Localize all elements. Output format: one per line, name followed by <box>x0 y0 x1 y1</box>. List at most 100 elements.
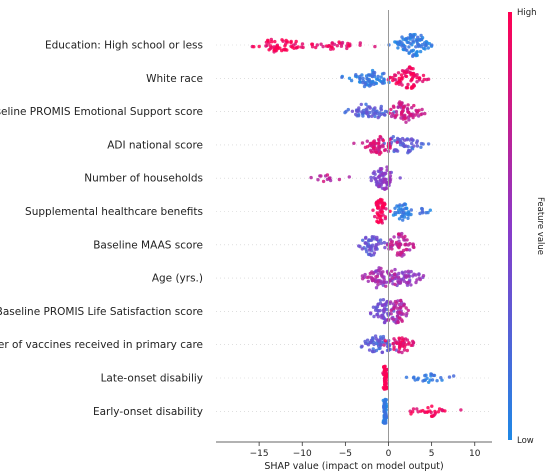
shap-point <box>381 270 385 274</box>
shap-point <box>364 102 368 107</box>
shap-point <box>394 301 399 305</box>
shap-point <box>411 339 415 343</box>
shap-point <box>365 110 369 114</box>
shap-point <box>414 273 418 277</box>
shap-point <box>374 150 379 154</box>
shap-point <box>361 277 365 281</box>
shap-point <box>380 350 384 355</box>
x-tick-label: 0 <box>386 449 392 459</box>
shap-point <box>411 376 416 380</box>
shap-point <box>401 271 405 276</box>
shap-point <box>365 145 370 149</box>
x-tick-label: −5 <box>339 449 352 459</box>
shap-point <box>377 339 381 343</box>
shap-point <box>383 245 387 250</box>
shap-point <box>407 118 411 122</box>
shap-point <box>396 251 400 255</box>
shap-point <box>365 139 369 143</box>
points-layer <box>250 32 463 425</box>
shap-point <box>370 235 374 239</box>
shap-point <box>394 148 398 153</box>
features-layer: Education: High school or less White race… <box>0 40 492 418</box>
shap-point <box>400 44 404 48</box>
shap-point <box>409 283 413 287</box>
shap-point <box>406 216 410 220</box>
shap-point <box>388 209 392 213</box>
shap-point <box>436 410 441 414</box>
shap-point <box>406 308 410 313</box>
shap-point <box>361 76 365 81</box>
shap-point <box>408 248 412 252</box>
shap-point <box>376 302 380 307</box>
shap-point <box>357 106 361 110</box>
x-ticks: −15 −10 −5 0 5 10 <box>250 442 481 459</box>
shap-point <box>358 77 362 81</box>
shap-point <box>397 271 401 276</box>
shap-point <box>397 346 402 351</box>
shap-point <box>371 109 375 113</box>
shap-point <box>316 178 320 182</box>
shap-point <box>272 47 277 52</box>
shap-point <box>397 79 402 84</box>
shap-point <box>375 111 380 116</box>
shap-point <box>384 378 389 383</box>
shap-point <box>418 211 422 216</box>
shap-point <box>397 350 401 354</box>
shap-point <box>397 217 402 221</box>
shap-point <box>275 45 279 49</box>
shap-point <box>404 120 408 124</box>
shap-point <box>431 373 436 378</box>
shap-point <box>283 44 287 48</box>
shap-point <box>408 41 412 45</box>
shap-point <box>443 409 447 413</box>
shap-point <box>421 73 426 78</box>
shap-point <box>382 421 387 425</box>
shap-point <box>397 336 401 340</box>
shap-point <box>399 214 404 219</box>
shap-point <box>391 78 395 83</box>
shap-point <box>319 42 323 46</box>
shap-point <box>375 216 380 220</box>
shap-point <box>368 311 373 315</box>
shap-point <box>382 77 386 81</box>
shap-point <box>398 310 402 314</box>
feature-label: Baseline MAAS score <box>93 239 203 251</box>
shap-point <box>355 109 359 113</box>
shap-point <box>409 67 414 71</box>
shap-point <box>376 115 380 120</box>
shap-point <box>411 115 415 120</box>
shap-point <box>398 140 403 144</box>
shap-point <box>440 408 444 413</box>
shap-point <box>415 80 419 84</box>
shap-point <box>373 247 377 251</box>
shap-point <box>372 251 377 255</box>
shap-point <box>388 75 392 80</box>
shap-point <box>301 45 305 50</box>
shap-point <box>358 74 362 79</box>
shap-point <box>393 267 397 272</box>
shap-point <box>411 39 415 43</box>
shap-point <box>379 75 383 79</box>
shap-point <box>376 242 381 246</box>
shap-point <box>360 344 364 348</box>
shap-point <box>361 114 365 118</box>
shap-point <box>389 312 393 316</box>
shap-point <box>400 208 404 212</box>
shap-point <box>370 74 374 79</box>
shap-point <box>400 83 404 87</box>
shap-point <box>400 35 404 39</box>
shap-point <box>400 109 405 114</box>
shap-point <box>375 179 379 184</box>
shap-point <box>389 240 393 245</box>
shap-point <box>395 140 399 144</box>
shap-point <box>374 286 379 290</box>
shap-point <box>319 174 323 178</box>
shap-point <box>372 314 376 319</box>
shap-point <box>423 373 427 378</box>
shap-point <box>405 40 409 44</box>
shap-point <box>397 316 402 320</box>
shap-point <box>430 43 434 47</box>
x-tick-label: 5 <box>429 449 435 459</box>
shap-point <box>382 365 386 369</box>
shap-point <box>391 243 395 247</box>
